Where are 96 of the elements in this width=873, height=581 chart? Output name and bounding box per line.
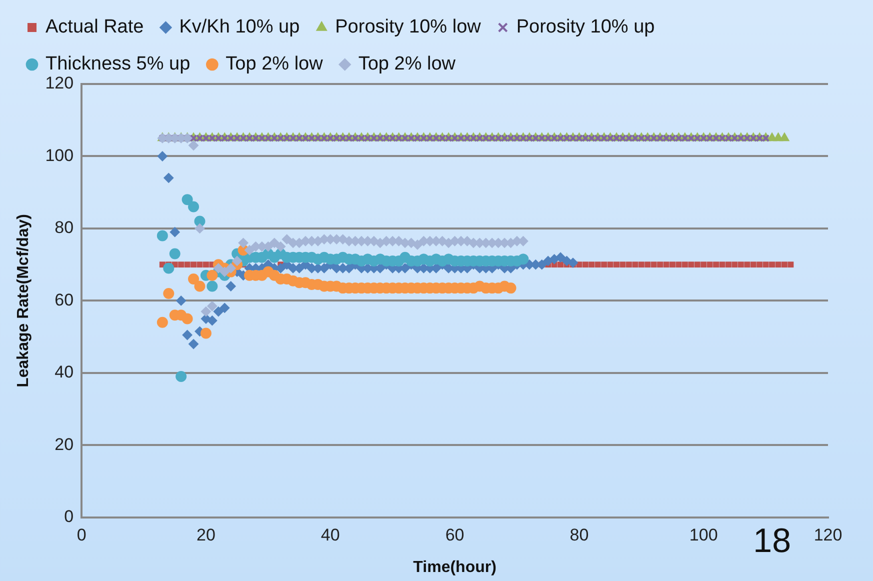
x-tick-label: 120 [814, 525, 842, 544]
point [220, 266, 230, 277]
point [688, 262, 694, 268]
point [620, 262, 626, 268]
point [169, 248, 180, 260]
y-axis-title: Leakage Rate(Mcf/day) [15, 214, 32, 388]
point [505, 282, 516, 294]
point [644, 262, 651, 268]
point [657, 262, 664, 268]
point [719, 262, 726, 268]
point [558, 262, 564, 268]
point [207, 301, 218, 312]
point [163, 262, 174, 274]
y-tick-label: 120 [45, 74, 74, 93]
point [200, 328, 212, 339]
legend-label: Kv/Kh 10% up [179, 16, 300, 38]
point [190, 262, 197, 268]
point [694, 262, 700, 268]
point [194, 280, 206, 292]
point [756, 262, 763, 268]
point [769, 262, 775, 268]
point [269, 238, 280, 248]
y-tick-label: 100 [45, 146, 74, 165]
point [650, 262, 657, 268]
point [582, 262, 588, 268]
point [156, 230, 168, 242]
point [781, 262, 788, 268]
point [184, 262, 190, 268]
point [202, 262, 209, 268]
point [206, 280, 218, 292]
point [676, 262, 682, 268]
y-tick-label: 60 [54, 290, 74, 310]
point [178, 262, 184, 268]
point [762, 262, 769, 268]
legend-label: Porosity 10% up [516, 16, 655, 38]
point [638, 262, 644, 268]
point [726, 262, 732, 268]
x-tick-label: 0 [76, 525, 86, 544]
point [738, 262, 744, 268]
point [732, 262, 738, 268]
point [238, 238, 248, 248]
point [626, 262, 632, 268]
legend-label: Thickness 5% up [46, 54, 190, 75]
x-tick-label: 40 [320, 525, 340, 544]
point [200, 306, 211, 317]
point [176, 371, 187, 382]
point [706, 262, 713, 268]
point [663, 262, 670, 268]
point [194, 216, 206, 227]
point [670, 262, 676, 268]
point [632, 262, 638, 268]
point [607, 262, 614, 268]
x-axis-title: Time(hour) [413, 558, 496, 576]
legend-label: Porosity 10% low [335, 16, 482, 38]
point [194, 223, 205, 234]
point [182, 194, 193, 206]
point [276, 242, 286, 252]
point [614, 262, 620, 268]
y-tick-label: 20 [54, 434, 74, 454]
point [188, 140, 199, 150]
point [713, 262, 720, 268]
point [232, 256, 242, 266]
point [244, 245, 255, 256]
point [188, 201, 200, 212]
point [576, 262, 582, 268]
point [213, 263, 224, 274]
point [788, 262, 794, 268]
y-tick-label: 80 [54, 218, 74, 238]
y-tick-label: 0 [64, 507, 74, 526]
point [588, 262, 595, 268]
text: 18 [753, 522, 791, 561]
y-tick-label: 40 [54, 362, 74, 382]
legend-label: Top 2% low [226, 54, 324, 75]
x-tick-label: 100 [689, 525, 718, 544]
x-tick-label: 20 [196, 525, 216, 544]
point [412, 240, 422, 250]
point [775, 262, 782, 268]
point [682, 262, 688, 268]
legend-label: Actual Rate [46, 16, 144, 38]
x-tick-label: 80 [570, 525, 589, 544]
point [594, 262, 601, 268]
point [700, 262, 707, 268]
point [282, 234, 292, 244]
point [163, 288, 174, 299]
point [226, 263, 236, 274]
x-tick-label: 60 [445, 525, 464, 544]
point [156, 316, 168, 328]
point [744, 262, 750, 268]
point [188, 274, 200, 285]
point [206, 270, 218, 281]
point [601, 262, 608, 268]
legend-label: Top 2% low [358, 54, 456, 75]
point [196, 262, 203, 268]
point [518, 254, 529, 265]
point [750, 262, 756, 268]
point [182, 313, 193, 324]
